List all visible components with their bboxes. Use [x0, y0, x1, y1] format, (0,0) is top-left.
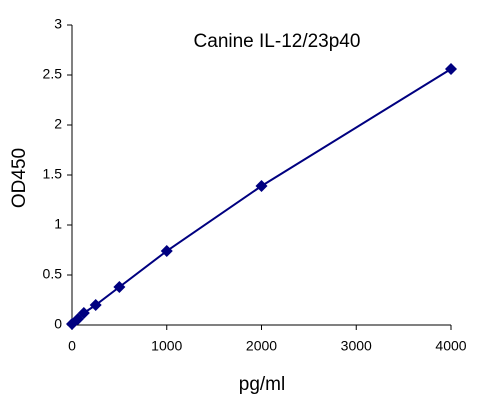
data-point — [113, 281, 126, 293]
curve — [71, 68, 452, 325]
y-tick-label: 0.5 — [43, 266, 63, 282]
y-tick-label: 3 — [54, 16, 62, 32]
data-point — [77, 307, 90, 319]
x-tick-label: 0 — [68, 338, 76, 354]
x-tick-label: 4000 — [435, 338, 466, 354]
y-tick-label: 2 — [54, 116, 62, 132]
data-point — [445, 63, 457, 75]
y-tick-label: 1.5 — [43, 166, 63, 182]
y-tick-label: 0 — [54, 316, 62, 332]
chart-title: Canine IL-12/23p40 — [194, 31, 361, 52]
x-axis-label: pg/ml — [239, 374, 285, 395]
y-tick-label: 2.5 — [43, 66, 63, 82]
data-point — [89, 299, 102, 311]
data-point — [255, 180, 268, 192]
y-tick-label: 1 — [54, 216, 62, 232]
x-tick-label: 2000 — [246, 338, 277, 354]
x-tick-label: 3000 — [341, 338, 372, 354]
y-axis-label: OD450 — [9, 148, 30, 208]
data-point — [160, 245, 173, 257]
x-tick-label: 1000 — [151, 338, 182, 354]
